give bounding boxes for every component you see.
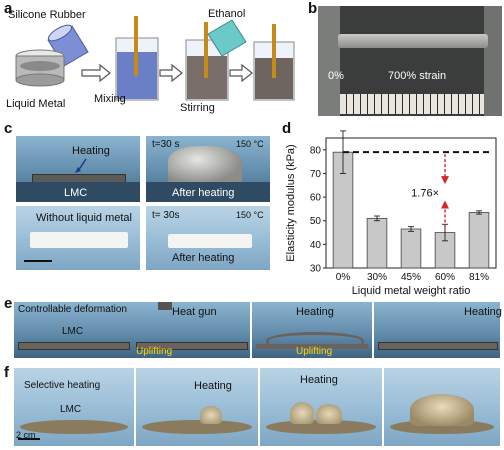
c-time-1: t=30 s — [152, 139, 180, 150]
mixing-beaker-icon — [115, 16, 159, 101]
bulge — [410, 394, 474, 426]
scale-bar — [24, 260, 52, 262]
bar — [400, 228, 422, 269]
e-photo-1 — [14, 302, 132, 358]
heat-gun — [158, 302, 172, 310]
arrow-down-icon — [441, 176, 449, 185]
arrow-down-icon — [75, 158, 87, 173]
bulge — [200, 406, 222, 424]
strain-700-label: 700% strain — [388, 70, 447, 82]
c-without-lm-label: Without liquid metal — [36, 212, 132, 224]
strain-zero-label: 0% — [328, 70, 344, 82]
mixing-schematic — [15, 16, 295, 101]
ethanol-label: Ethanol — [208, 8, 246, 20]
panel-e-label: e — [4, 295, 13, 312]
x-tick-label: 0% — [336, 272, 351, 283]
bulge — [290, 402, 314, 424]
c-temp-2: 150 °C — [236, 210, 264, 220]
clamp-right — [484, 6, 502, 116]
panel-a-schematic — [0, 0, 298, 118]
y-tick-label: 60 — [310, 193, 322, 204]
e-heating-2: Heating — [464, 306, 502, 318]
x-tick-label: 60% — [435, 272, 455, 283]
e-photo-2 — [132, 302, 250, 358]
bar — [366, 217, 388, 269]
c-heating-label: Heating — [72, 145, 110, 157]
pure-silicone-after-photo — [146, 206, 270, 270]
c-temp-1: 150 °C — [236, 139, 264, 149]
panel-b-label: b — [308, 0, 318, 17]
c-time-2: t= 30s — [152, 210, 180, 221]
lmc-disc — [20, 420, 128, 434]
clamp-left — [318, 6, 340, 116]
x-tick-label: 81% — [469, 272, 489, 283]
f-scale-label: 2 cm — [16, 430, 36, 440]
pure-silicone-before-photo — [16, 206, 140, 270]
silicone-strip — [168, 234, 252, 248]
swollen-lmc — [168, 146, 242, 184]
panel-a-label: a — [4, 0, 13, 17]
f-photo-2 — [136, 368, 258, 446]
annotation-label: 1.76× — [411, 187, 439, 199]
lmc-strip — [18, 342, 130, 350]
lmc-strip — [136, 342, 248, 350]
panel-c-label: c — [4, 120, 13, 137]
silicone-strip — [30, 232, 128, 248]
stretched-strip — [338, 34, 488, 48]
c-after-heating-2: After heating — [172, 252, 235, 264]
arrow-icon — [159, 63, 183, 83]
arrow-icon — [81, 63, 111, 83]
scale-bar — [18, 438, 40, 440]
e-uplifting-2: Uplifting — [296, 346, 333, 357]
e-heating-1: Heating — [296, 306, 334, 318]
e-controllable-label: Controllable deformation — [18, 304, 127, 315]
e-heat-gun-label: Heat gun — [172, 306, 217, 318]
liquid-metal-label: Liquid Metal — [6, 98, 66, 110]
mixing-label: Mixing — [94, 93, 126, 105]
stirring-beaker-icon — [185, 19, 247, 101]
elasticity-chart: 30 40 50 60 70 80 Elasticity modulus (kPa) Liqu… — [285, 130, 497, 297]
f-photo-1 — [14, 368, 134, 446]
lmc-after-photo — [146, 136, 270, 202]
hot-plate — [146, 182, 270, 202]
y-tick-label: 80 — [310, 145, 322, 156]
ruler — [340, 94, 484, 114]
y-tick-label: 30 — [310, 264, 322, 275]
y-tick-label: 70 — [310, 169, 322, 180]
y-tick-label: 40 — [310, 240, 322, 251]
f-heating-2: Heating — [300, 374, 338, 386]
arrow-up-icon — [441, 200, 449, 209]
e-photo-4 — [374, 302, 500, 358]
f-photo-4 — [384, 368, 500, 446]
arrow-icon — [229, 63, 253, 83]
lmc-arch — [266, 332, 364, 349]
e-lmc-label: LMC — [62, 326, 84, 337]
c-after-heating-1: After heating — [172, 187, 235, 199]
c-lmc-label: LMC — [64, 187, 88, 199]
hot-plate — [16, 182, 140, 202]
panel-d-label: d — [282, 120, 292, 137]
bar — [468, 212, 490, 269]
lmc-disc — [142, 420, 252, 434]
f-selective-label: Selective heating — [24, 380, 101, 391]
e-photo-3 — [252, 302, 372, 358]
x-tick-label: 45% — [401, 272, 421, 283]
strain-photo — [318, 6, 502, 116]
f-photo-3 — [260, 368, 382, 446]
y-tick-label: 50 — [310, 216, 322, 227]
lmc-strip — [256, 344, 368, 349]
y-axis-label: Elasticity modulus (kPa) — [285, 144, 297, 261]
lmc-strip — [378, 342, 498, 350]
stirring-label: Stirring — [180, 102, 215, 114]
silicone-rubber-label: Silicone Rubber — [8, 9, 86, 21]
f-lmc-label: LMC — [60, 404, 82, 415]
f-heating-1: Heating — [194, 380, 232, 392]
x-tick-label: 30% — [367, 272, 387, 283]
panel-f-label: f — [4, 364, 9, 381]
x-axis-label: Liquid metal weight ratio — [352, 285, 471, 297]
liquid-metal-dish-icon — [15, 49, 65, 87]
final-beaker-icon — [253, 24, 295, 101]
bulge — [316, 404, 342, 424]
e-uplifting-1: Uplifting — [136, 346, 173, 357]
